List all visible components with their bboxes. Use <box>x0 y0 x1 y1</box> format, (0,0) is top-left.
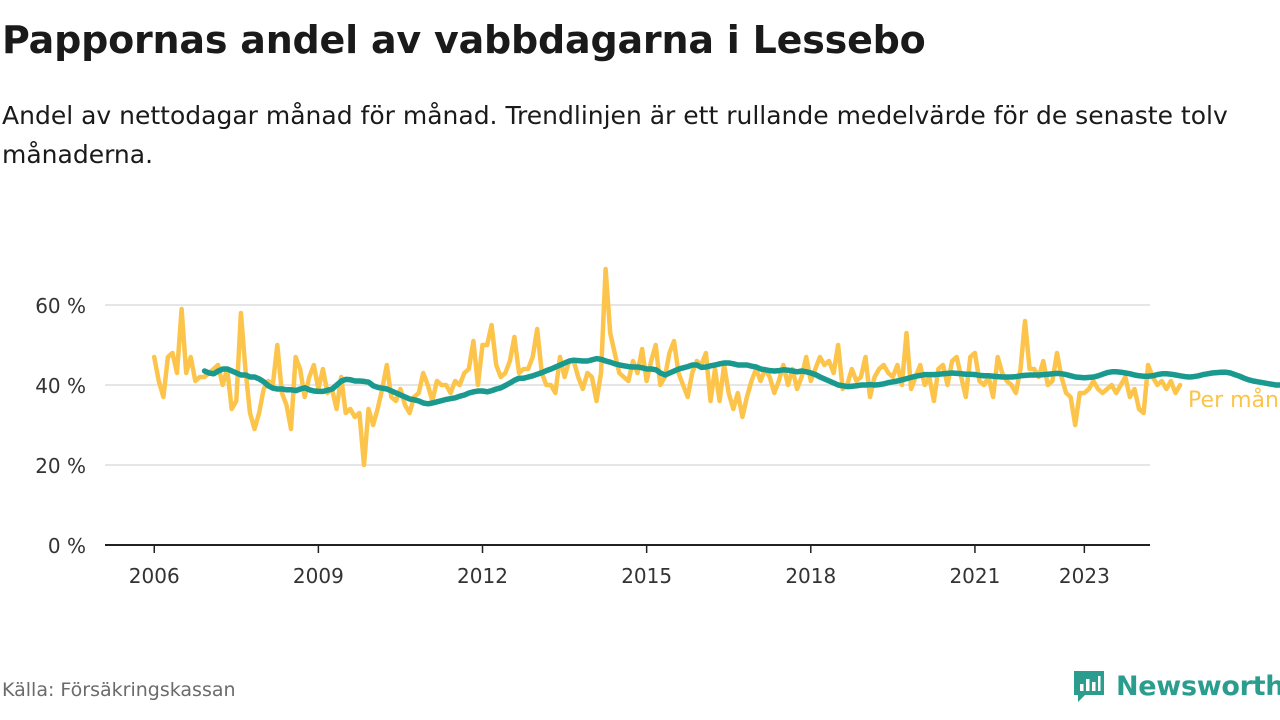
chart-subtitle: Andel av nettodagar månad för månad. Tre… <box>2 101 1228 169</box>
y-tick-label: 40 % <box>35 374 86 398</box>
x-axis: 2006 2009 2012 2015 2018 2021 2023 <box>105 544 1150 588</box>
x-tick-label: 2015 <box>621 564 672 588</box>
series-lines <box>151 266 1280 468</box>
x-tick-label: 2018 <box>785 564 836 588</box>
brand-name: Newsworthy <box>1116 670 1280 702</box>
x-tick-label: 2009 <box>293 564 344 588</box>
y-tick-label: 60 % <box>35 294 86 318</box>
series-line-trend <box>201 355 1280 407</box>
y-axis-labels: 0 % 20 % 40 % 60 % <box>35 294 86 558</box>
series-line-monthly <box>151 266 1183 468</box>
y-tick-label: 20 % <box>35 454 86 478</box>
brand-logo: Newsworthy <box>1071 666 1280 706</box>
chart-title: Pappornas andel av vabbdagarna i Lessebo <box>2 18 926 62</box>
x-tick-label: 2006 <box>129 564 180 588</box>
x-tick-label: 2021 <box>949 564 1000 588</box>
x-tick-label: 2012 <box>457 564 508 588</box>
series-label-monthly: Per månad <box>1188 387 1280 413</box>
source-note: Källa: Försäkringskassan <box>2 679 236 701</box>
x-tick-label: 2023 <box>1059 564 1110 588</box>
series-labels: Per månadTrend <box>1188 387 1280 413</box>
y-tick-label: 0 % <box>48 534 86 558</box>
bar-chart-logo-icon <box>1074 671 1104 702</box>
